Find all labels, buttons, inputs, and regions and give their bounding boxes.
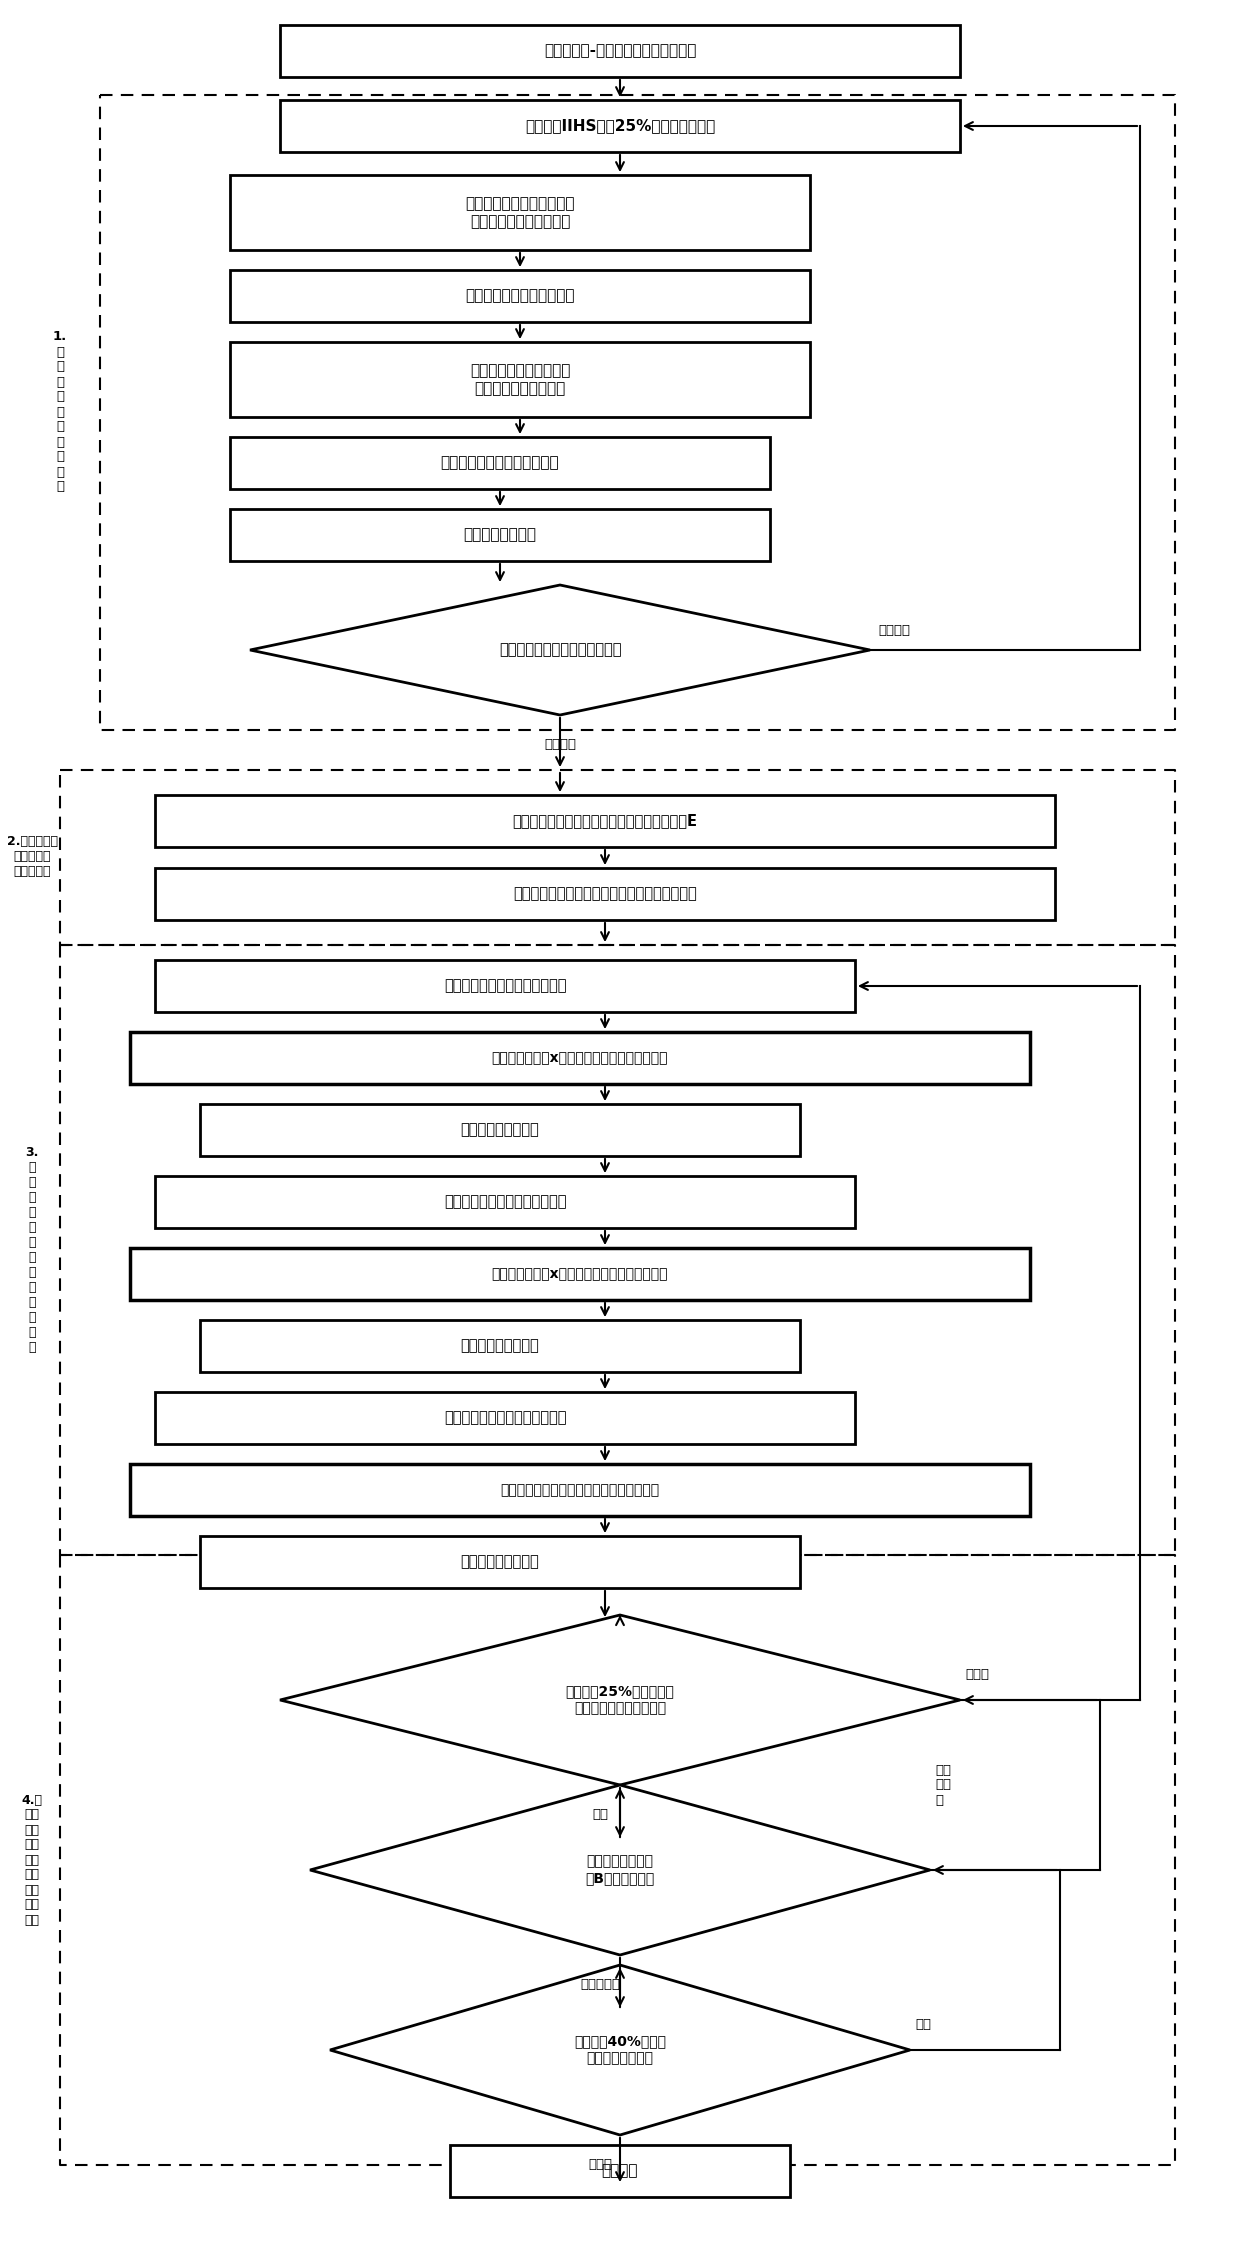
Text: 仿真模拟IIHS正面25%重叠率碰撞工况: 仿真模拟IIHS正面25%重叠率碰撞工况 [525,119,715,133]
Text: 设计前指梁各段x向长度及目标平均轴向结构力: 设计前指梁各段x向长度及目标平均轴向结构力 [492,1267,668,1280]
Text: 完成设计: 完成设计 [601,2164,639,2178]
Bar [200,1321,800,1372]
Bar [229,508,770,560]
Text: 未达到: 未达到 [965,1670,990,1681]
Bar [155,1393,856,1444]
Text: 验证车辆等效简化模型的有效性: 验证车辆等效简化模型的有效性 [498,644,621,657]
Bar [130,1249,1030,1300]
Text: 计算单侧前纵梁各段目标吸能量: 计算单侧前纵梁各段目标吸能量 [444,979,567,994]
Text: 1.
建
立
车
辆
等
效
简
化
模
型: 1. 建 立 车 辆 等 效 简 化 模 型 [53,331,67,493]
Text: 4.仿
真验
证所
设计
前端
结构
的正
面抗
撞性: 4.仿 真验 证所 设计 前端 结构 的正 面抗 撞性 [21,1793,42,1926]
Text: 选取材料并设计断面: 选取材料并设计断面 [460,1555,539,1570]
Polygon shape [330,1964,910,2135]
Bar [130,1033,1030,1084]
Text: 有明
显增
大: 有明 显增 大 [935,1764,951,1807]
Bar [200,1537,800,1588]
Bar [229,270,810,322]
Text: 验证正面25%重叠率碰撞
的吸能量与乘员舱侵入量: 验证正面25%重叠率碰撞 的吸能量与乘员舱侵入量 [565,1685,675,1717]
Text: 选取材料并设计断面: 选取材料并设计断面 [460,1339,539,1354]
Text: 明确车身前端结构各构件
等效简化模型模拟方式: 明确车身前端结构各构件 等效简化模型模拟方式 [470,362,570,396]
Bar [450,2144,790,2196]
Text: 验证正面40%偏置碰
撞的乘员舱侵入量: 验证正面40%偏置碰 撞的乘员舱侵入量 [574,2034,666,2066]
Bar [155,1177,856,1228]
Text: 已有的车辆-假人有限元基础碰撞模型: 已有的车辆-假人有限元基础碰撞模型 [544,43,696,58]
Text: 计算单侧前指梁各段目标吸能量: 计算单侧前指梁各段目标吸能量 [444,1195,567,1210]
Bar [280,99,960,153]
Text: 计算单侧副车架各段目标吸能量: 计算单侧副车架各段目标吸能量 [444,1411,567,1426]
Text: 3.
设
计
前
纵
梁
、
前
指
梁
及
副
车
架: 3. 设 计 前 纵 梁 、 前 指 梁 及 副 车 架 [25,1145,38,1354]
Text: 提取前端结构主要吸能非板
件的刚度特性和惯性特性: 提取前端结构主要吸能非板 件的刚度特性和惯性特性 [465,196,575,230]
Bar [155,794,1055,846]
Text: 验证正面全宽碰撞
的B柱加速度波形: 验证正面全宽碰撞 的B柱加速度波形 [585,1854,655,1886]
Text: 处理车体其他部件: 处理车体其他部件 [464,526,537,542]
Bar [130,1465,1030,1516]
Text: 设计副车架各段长度及目标平均轴向结构力: 设计副车架各段长度及目标平均轴向结构力 [501,1483,660,1496]
Text: 超过: 超过 [915,2018,931,2032]
Text: 设计前纵梁各段x向长度及目标平均轴向结构力: 设计前纵梁各段x向长度及目标平均轴向结构力 [492,1051,668,1064]
Polygon shape [280,1616,960,1784]
Text: 计算前纵梁、前指梁及副车架目标吸能量之和E: 计算前纵梁、前指梁及副车架目标吸能量之和E [512,814,697,828]
Bar [280,25,960,76]
Text: 将提取的刚度特性和参数化: 将提取的刚度特性和参数化 [465,288,575,304]
Text: 偏差较大: 偏差较大 [544,738,577,752]
Text: 未超过: 未超过 [588,2158,613,2171]
Bar [200,1105,800,1156]
Text: 2.获取车身前
端结构抗撞
性设计目标: 2.获取车身前 端结构抗撞 性设计目标 [6,835,57,878]
Bar [155,868,1055,920]
Text: 达到: 达到 [591,1809,608,1822]
Polygon shape [310,1784,930,1955]
Bar [229,176,810,250]
Text: 简化前纵梁、前指梁和副车架: 简化前纵梁、前指梁和副车架 [440,455,559,470]
Bar [229,342,810,416]
Polygon shape [250,585,870,716]
Bar [155,961,856,1012]
Text: 选取材料并设计断面: 选取材料并设计断面 [460,1123,539,1138]
Bar [229,436,770,488]
Text: 偏差较小: 偏差较小 [878,623,910,637]
Text: 分别计算前纵梁、前指梁及副车架的目标吸能量: 分别计算前纵梁、前指梁及副车架的目标吸能量 [513,886,697,902]
Text: 无明显增大: 无明显增大 [580,1978,620,1991]
